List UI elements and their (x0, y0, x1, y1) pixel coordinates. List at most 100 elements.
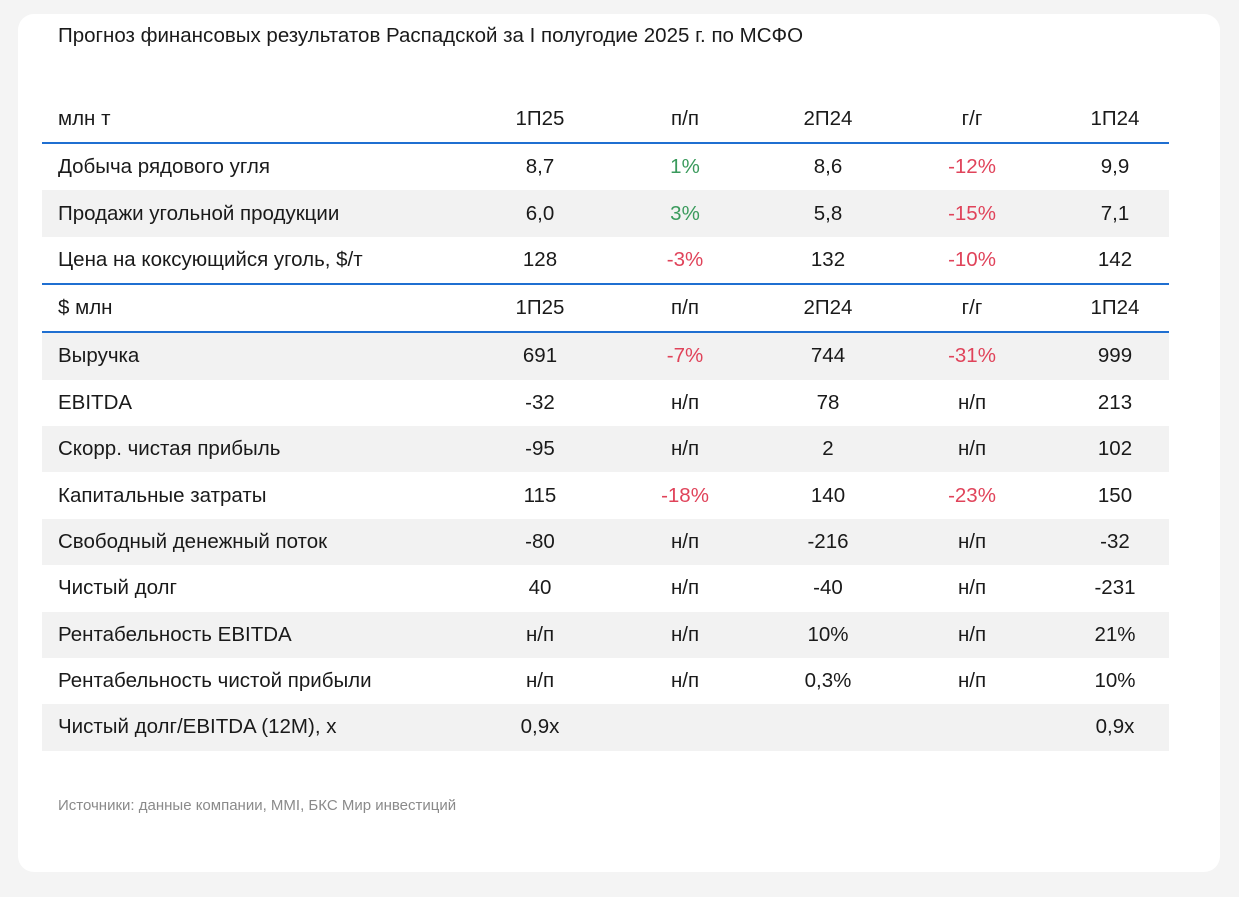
cell-value: 2П24 (803, 107, 853, 130)
row-label: $ млн (58, 296, 113, 320)
cell-value: н/п (525, 669, 555, 693)
cell-value: 78 (816, 390, 840, 414)
row-label: Выручка (58, 344, 140, 368)
header-divider (42, 142, 1169, 144)
table-row: Выручка 691 -7% 744 -31% 999 (42, 333, 1169, 380)
cell-value: 128 (522, 247, 558, 271)
cell-value: 21% (1094, 622, 1136, 646)
cell-value: 691 (522, 344, 558, 368)
cell-value: -40 (813, 576, 843, 600)
cell-value: н/п (957, 669, 987, 693)
row-label: Добыча рядового угля (58, 155, 270, 179)
cell-value: 150 (1097, 483, 1133, 507)
cell-value: -23% (948, 483, 996, 507)
header-divider (42, 331, 1169, 334)
cell-value: -31% (948, 344, 996, 368)
row-label: Чистый долг (58, 576, 177, 600)
cell-value: -7% (666, 344, 704, 368)
cell-value: 7,1 (1100, 201, 1130, 225)
cell-value: 3% (670, 201, 700, 225)
cell-value: 1П25 (515, 296, 565, 320)
cell-value: 8,6 (813, 155, 843, 179)
financial-table: млн т 1П25 п/п 2П24 г/г 1П24 Добыча рядового у… (42, 96, 1169, 751)
cell-value: н/п (670, 437, 700, 461)
cell-value: -12% (948, 155, 996, 179)
table-row: Продажи угольной продукции 6,0 3% 5,8 -15% 7,… (42, 190, 1169, 237)
cell-value: -95 (525, 437, 555, 461)
cell-value: н/п (957, 390, 987, 414)
row-label: Свободный денежный поток (58, 529, 328, 553)
cell-value: 1% (670, 155, 700, 179)
cell-value: 0,9x (520, 715, 560, 739)
cell-value: 2 (822, 437, 834, 461)
cell-value: 999 (1097, 344, 1133, 368)
cell-value: 1П24 (1090, 107, 1140, 130)
table-row: Скорр. чистая прибыль -95 н/п 2 н/п 102 (42, 425, 1169, 473)
row-label: Продажи угольной продукции (58, 201, 340, 225)
row-label: Цена на коксующийся уголь, $/т (58, 247, 363, 271)
row-label: Капитальные затраты (58, 483, 267, 507)
cell-value: -10% (948, 247, 996, 271)
cell-value: н/п (525, 622, 555, 646)
cell-value: -18% (661, 483, 709, 507)
cell-value: 8,7 (525, 155, 555, 179)
section-divider (42, 283, 1169, 286)
cell-value: 0,3% (804, 669, 852, 693)
cell-value: 40 (528, 576, 552, 600)
table-row: Рентабельность чистой прибыли н/п н/п 0,3% н… (42, 658, 1169, 704)
header-row: $ млн 1П25 п/п 2П24 г/г 1П24 (42, 285, 1169, 331)
cell-value: -216 (807, 529, 849, 553)
cell-value: 10% (1094, 669, 1136, 693)
cell-value: 0,9x (1095, 715, 1135, 739)
table-row: Цена на коксующийся уголь, $/т 128 -3% 132 -… (42, 237, 1169, 283)
cell-value: 132 (810, 247, 846, 271)
page-title: Прогноз финансовых результатов Распадско… (58, 24, 804, 47)
row-label: Чистый долг/EBITDA (12М), x (58, 715, 337, 739)
cell-value: н/п (957, 576, 987, 600)
source-note: Источники: данные компании, MMI, БКС Мир… (58, 797, 457, 814)
cell-value: 6,0 (525, 201, 555, 225)
cell-value: -3% (666, 247, 704, 271)
cell-value: п/п (671, 107, 699, 130)
table-row: Добыча рядового угля 8,7 1% 8,6 -12% 9,9 (42, 144, 1169, 190)
cell-value: н/п (670, 576, 700, 600)
cell-value: 1П24 (1090, 296, 1140, 320)
row-label: Рентабельность чистой прибыли (58, 669, 372, 693)
header-row: млн т 1П25 п/п 2П24 г/г 1П24 (42, 96, 1169, 142)
cell-value: н/п (670, 390, 700, 414)
cell-value: 1П25 (515, 107, 565, 130)
cell-value: н/п (670, 529, 700, 553)
cell-value: 213 (1097, 390, 1133, 414)
row-label: млн т (58, 107, 111, 130)
table-row: Капитальные затраты 115 -18% 140 -23% 150 (42, 472, 1169, 518)
cell-value: 142 (1097, 247, 1133, 271)
table-row: Чистый долг 40 н/п -40 н/п -231 (42, 565, 1169, 611)
row-label: EBITDA (58, 390, 133, 414)
cell-value: п/п (671, 296, 699, 320)
cell-value: 115 (523, 483, 557, 507)
row-label: Скорр. чистая прибыль (58, 437, 281, 461)
cell-value: н/п (957, 529, 987, 553)
table-row: Чистый долг/EBITDA (12М), x 0,9x 0,9x (42, 704, 1169, 751)
cell-value: 5,8 (813, 201, 843, 225)
cell-value: н/п (957, 622, 987, 646)
cell-value: -231 (1094, 576, 1136, 600)
cell-value: 10% (807, 622, 849, 646)
table-row: EBITDA -32 н/п 78 н/п 213 (42, 380, 1169, 426)
cell-value: -15% (948, 201, 996, 225)
cell-value: н/п (670, 622, 700, 646)
cell-value: г/г (961, 296, 983, 320)
table-row: Рентабельность EBITDA н/п н/п 10% н/п 21% (42, 611, 1169, 658)
row-label: Рентабельность EBITDA (58, 622, 292, 646)
cell-value: -32 (1100, 529, 1130, 553)
cell-value: 102 (1097, 437, 1133, 461)
cell-value: 140 (810, 483, 846, 507)
cell-value: г/г (961, 107, 983, 130)
cell-value: 2П24 (803, 296, 853, 320)
cell-value: н/п (957, 437, 987, 461)
cell-value: 9,9 (1100, 155, 1130, 179)
cell-value: -80 (525, 529, 555, 553)
cell-value: 744 (810, 344, 846, 368)
cell-value: -32 (525, 390, 555, 414)
table-row: Свободный денежный поток -80 н/п -216 н/п -32 (42, 518, 1169, 566)
